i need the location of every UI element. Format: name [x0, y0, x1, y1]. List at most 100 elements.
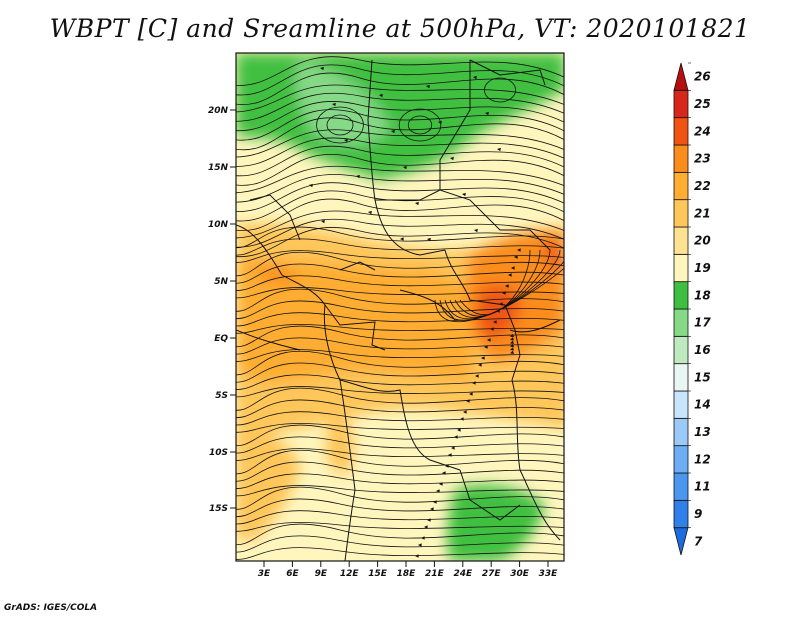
streamline-gyre — [316, 106, 364, 144]
streamline — [236, 109, 564, 141]
streamline-arrow — [379, 93, 383, 98]
footer-credit: GrADS: IGES/COLA — [4, 603, 98, 613]
lat-label: 15N — [208, 163, 229, 173]
streamline-arrow — [403, 165, 407, 170]
streamline-arrow — [502, 291, 506, 295]
streamline-arrow — [457, 428, 461, 432]
streamline — [236, 129, 564, 158]
streamline-arrow — [514, 255, 518, 259]
colorbar-label: 12 — [694, 452, 711, 466]
colorbar-swatch — [673, 144, 689, 173]
streamline-arrow — [484, 345, 488, 349]
streamline — [236, 210, 564, 239]
streamline — [236, 84, 564, 113]
streamline — [236, 498, 564, 518]
colorbar-label: 17 — [694, 316, 711, 330]
streamline-gyre — [407, 115, 433, 135]
streamline — [236, 386, 564, 398]
streamline — [236, 325, 564, 348]
colorbar-swatch — [673, 281, 689, 310]
colorbar-label: 26 — [694, 70, 711, 84]
map-title: WBPT [C] and Sreamline at 500hPa, VT: 20… — [49, 14, 751, 43]
streamline-arrow — [309, 183, 313, 188]
streamline — [236, 411, 564, 426]
streamline — [236, 547, 564, 560]
streamline — [236, 399, 564, 419]
streamline-arrow — [451, 446, 455, 450]
streamline-arrows — [309, 66, 521, 558]
streamline-arrow — [460, 417, 464, 421]
streamline-arrow — [490, 327, 494, 331]
lat-label: 10S — [209, 448, 228, 458]
streamline — [236, 198, 564, 231]
streamline-arrow — [485, 111, 489, 116]
streamline-arrow — [400, 237, 404, 241]
streamline — [444, 249, 561, 320]
streamline-arrow — [510, 350, 514, 354]
colorbar-swatch — [673, 253, 689, 283]
colorbar-label: 15 — [694, 370, 711, 384]
colorbar-label: 11 — [694, 480, 711, 494]
streamline — [236, 522, 564, 532]
streamline — [236, 448, 564, 461]
lon-label: 27E — [482, 569, 502, 579]
colorbar-swatch — [673, 527, 689, 556]
streamline-gyre — [398, 108, 442, 142]
streamline — [236, 300, 564, 320]
streamline — [236, 362, 564, 383]
map-panel: 20N 15N 10N 5N EQ 5S 10S 15S 3E 6E 9E 12E 15E 18E 21E… — [208, 52, 711, 579]
streamline — [236, 117, 564, 151]
streamline — [236, 349, 564, 362]
lat-label: 15S — [209, 504, 228, 514]
streamline-arrow — [448, 453, 452, 457]
colorbar-label: 21 — [694, 206, 711, 220]
colorbar-swatch — [673, 472, 689, 501]
streamline — [236, 374, 564, 390]
streamline — [236, 100, 564, 132]
colorbar-swatch — [673, 363, 689, 392]
colorbar-swatch — [673, 62, 689, 91]
map-frame — [235, 52, 565, 562]
lon-label: 33E — [539, 569, 559, 579]
streamline-arrow — [472, 381, 476, 385]
streamline-arrow — [426, 84, 430, 89]
streamline-arrow — [321, 219, 325, 224]
streamline-arrow — [454, 435, 458, 439]
longitude-axis: 3E 6E 9E 12E 15E 18E 21E 24E 27E 30E 33E — [258, 561, 558, 579]
streamline-arrow — [478, 363, 482, 367]
streamline-arrow — [442, 471, 446, 475]
colorbar-label: 22 — [694, 179, 711, 193]
streamline-arrow — [497, 147, 501, 152]
streamline — [236, 263, 564, 284]
streamline — [236, 251, 564, 277]
streamline — [236, 165, 564, 194]
streamline-arrow — [424, 525, 428, 529]
streamline — [236, 56, 564, 86]
colorbar-label: 13 — [694, 425, 711, 439]
streamline-arrow — [332, 102, 336, 107]
colorbar-label: 24 — [694, 124, 711, 138]
streamline-arrow — [418, 543, 422, 547]
streamline-arrow — [415, 554, 419, 558]
colorbar-label: 25 — [694, 97, 711, 111]
streamline-arrow — [469, 392, 473, 396]
streamline — [236, 523, 564, 546]
colorbar-swatch — [673, 335, 689, 365]
colorbar-swatch — [673, 117, 689, 146]
streamline-arrow — [496, 309, 500, 313]
colorbar-swatch — [673, 308, 689, 337]
colorbar-swatch — [673, 445, 689, 474]
streamline — [236, 182, 564, 212]
streamline-arrow — [510, 347, 514, 351]
streamline-arrow — [517, 248, 521, 252]
colorbar-label: 16 — [694, 343, 711, 357]
streamline-arrow — [439, 482, 443, 486]
streamline — [236, 324, 564, 334]
colorbar-label: 20 — [694, 234, 711, 248]
lon-label: 3E — [258, 569, 271, 579]
streamline-arrow — [368, 210, 372, 215]
streamline-arrow — [473, 75, 477, 80]
streamline-arrow — [481, 356, 485, 360]
lat-label: 5N — [214, 277, 228, 287]
lon-label: 18E — [397, 569, 417, 579]
